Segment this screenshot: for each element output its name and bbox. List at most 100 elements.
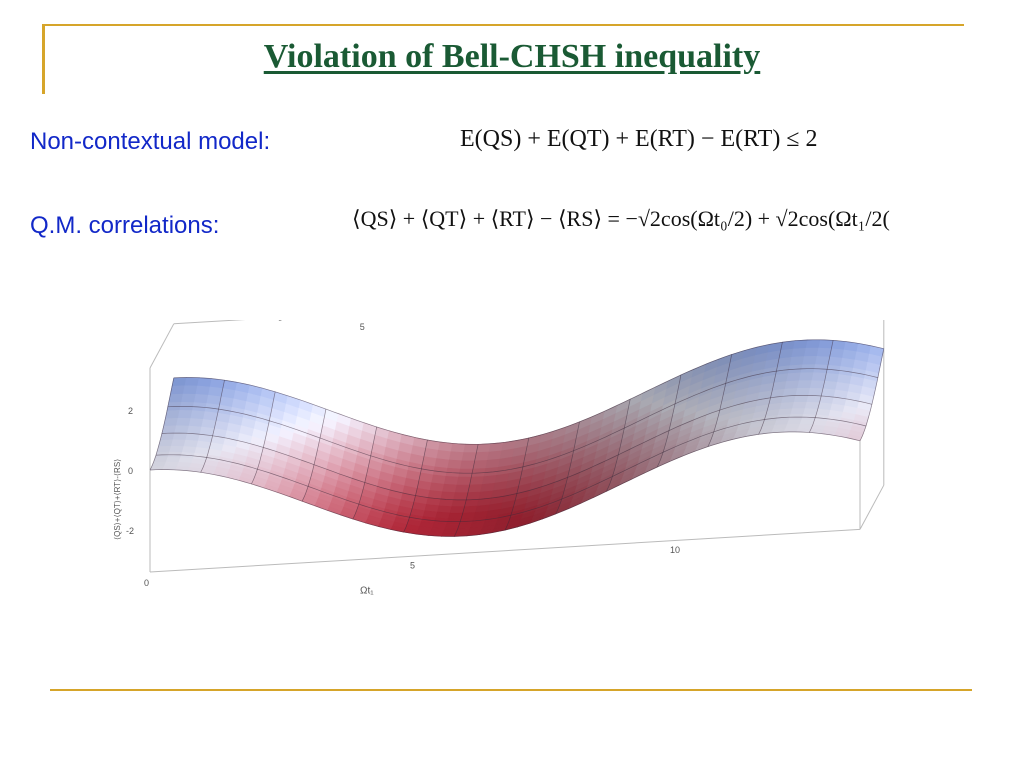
mesh-line bbox=[167, 368, 878, 474]
surface-patch bbox=[781, 395, 797, 404]
surface-patch bbox=[453, 492, 469, 501]
surface-patch bbox=[158, 439, 174, 447]
surface-patch bbox=[188, 418, 204, 428]
surface-patch bbox=[783, 428, 799, 433]
surface-patch bbox=[804, 401, 820, 410]
surface-patch bbox=[803, 347, 820, 357]
surface-patch bbox=[162, 465, 178, 471]
surface-patch bbox=[441, 532, 457, 537]
mesh-line bbox=[161, 395, 872, 501]
surface-patch bbox=[195, 385, 211, 396]
surface-patch bbox=[164, 410, 181, 420]
surface-patch bbox=[440, 491, 456, 501]
surface-patch bbox=[175, 417, 192, 427]
bottom-rule bbox=[50, 689, 972, 691]
surface-patch bbox=[171, 377, 187, 387]
mesh-line bbox=[149, 431, 861, 537]
surface-patch bbox=[797, 380, 813, 389]
surface-patch bbox=[197, 377, 213, 388]
surface-patch bbox=[831, 340, 847, 351]
qm-correlations-formula: ⟨QS⟩ + ⟨QT⟩ + ⟨RT⟩ − ⟨RS⟩ = −√2cos(Ωt₀/2… bbox=[352, 206, 890, 231]
surface-patch bbox=[818, 339, 834, 350]
surface-patch bbox=[449, 506, 465, 514]
qm-correlations-label: Q.M. correlations: bbox=[30, 212, 220, 239]
mesh-line bbox=[155, 416, 867, 522]
surface-patch bbox=[472, 459, 488, 470]
surface-patch bbox=[174, 425, 190, 434]
surface-plot: 0 5 10 Ωt₁ 2 0 -2 ⟨QS⟩+⟨QT⟩+⟨RT⟩-⟨RS⟩ Ωt₀ 5 bbox=[113, 320, 885, 596]
surface-patch bbox=[442, 528, 459, 534]
surface-patch bbox=[437, 505, 453, 514]
z-tick-label: 2 bbox=[128, 406, 133, 416]
surface-patch bbox=[168, 393, 184, 404]
top-rule bbox=[42, 24, 964, 26]
surface-patch bbox=[811, 372, 827, 382]
surface-patch bbox=[792, 401, 808, 410]
left-rule bbox=[42, 24, 45, 94]
surface-patch bbox=[451, 499, 467, 508]
surface-patch bbox=[786, 372, 802, 382]
mesh-line bbox=[149, 377, 175, 471]
surface-patch bbox=[161, 425, 177, 434]
surface-patch bbox=[469, 476, 485, 486]
surface-patch bbox=[185, 432, 201, 442]
surface-patch bbox=[450, 443, 466, 453]
surface-patch bbox=[802, 356, 818, 366]
x-tick-label: 10 bbox=[670, 545, 680, 555]
surface-patch bbox=[795, 387, 811, 396]
surface-patch bbox=[193, 393, 209, 404]
surface-patch bbox=[435, 511, 451, 520]
surface-patch bbox=[462, 505, 478, 514]
surface-patch bbox=[456, 476, 472, 486]
surface-patch bbox=[461, 452, 477, 462]
surface-patch bbox=[183, 439, 199, 448]
box-edge bbox=[859, 484, 885, 530]
surface-patch bbox=[829, 348, 845, 359]
surface-patch bbox=[448, 512, 464, 520]
surface-patch bbox=[447, 459, 463, 470]
surface-patch bbox=[463, 443, 479, 453]
surface-patch bbox=[460, 512, 476, 520]
surface-patch bbox=[190, 410, 206, 420]
box-edge bbox=[149, 528, 861, 573]
non-contextual-formula: E(QS) + E(QT) + E(RT) − E(RT) ≤ 2 bbox=[460, 126, 818, 152]
z-tick-label: -2 bbox=[126, 526, 134, 536]
surface-patch bbox=[172, 432, 188, 441]
surface-mesh bbox=[149, 339, 885, 537]
surface-patch bbox=[476, 443, 492, 453]
y-axis-title: Ωt₀ bbox=[268, 320, 282, 323]
surface-patch bbox=[798, 372, 814, 382]
surface-patch bbox=[163, 461, 180, 467]
mesh-line bbox=[173, 339, 884, 445]
surface-patch bbox=[170, 385, 186, 395]
surface-patch bbox=[467, 484, 483, 493]
surface-patch bbox=[782, 387, 798, 397]
surface-patch bbox=[152, 456, 169, 463]
surface-patch bbox=[784, 380, 800, 390]
surface-patch bbox=[184, 377, 200, 387]
axis-labels: 0 5 10 Ωt₁ 2 0 -2 ⟨QS⟩+⟨QT⟩+⟨RT⟩-⟨RS⟩ Ωt₀ 5 bbox=[113, 320, 680, 596]
z-axis-title: ⟨QS⟩+⟨QT⟩+⟨RT⟩-⟨RS⟩ bbox=[113, 459, 122, 540]
surface-patch bbox=[454, 484, 470, 493]
surface-patch bbox=[156, 445, 172, 453]
surface-patch bbox=[822, 380, 838, 391]
surface-patch bbox=[808, 387, 824, 397]
box-edge bbox=[149, 323, 175, 369]
surface-patch bbox=[181, 393, 197, 403]
surface-patch bbox=[816, 347, 832, 358]
surface-patch bbox=[786, 419, 803, 425]
surface-patch bbox=[459, 460, 476, 470]
surface-patch bbox=[182, 385, 198, 395]
x-tick-label: 0 bbox=[144, 578, 149, 588]
surface-patch bbox=[824, 372, 840, 383]
surface-patch bbox=[465, 491, 481, 501]
surface-patch bbox=[789, 356, 805, 366]
surface-patch bbox=[165, 456, 181, 463]
surface-patch bbox=[170, 439, 186, 447]
surface-patch bbox=[169, 445, 185, 453]
surface-patch bbox=[791, 347, 807, 358]
y-tick-label: 5 bbox=[360, 322, 365, 332]
x-tick-label: 5 bbox=[410, 560, 415, 570]
surface-patch bbox=[793, 395, 809, 403]
surface-patch bbox=[793, 339, 809, 350]
